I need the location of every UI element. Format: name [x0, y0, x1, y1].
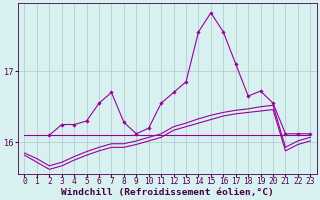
- X-axis label: Windchill (Refroidissement éolien,°C): Windchill (Refroidissement éolien,°C): [61, 188, 274, 197]
